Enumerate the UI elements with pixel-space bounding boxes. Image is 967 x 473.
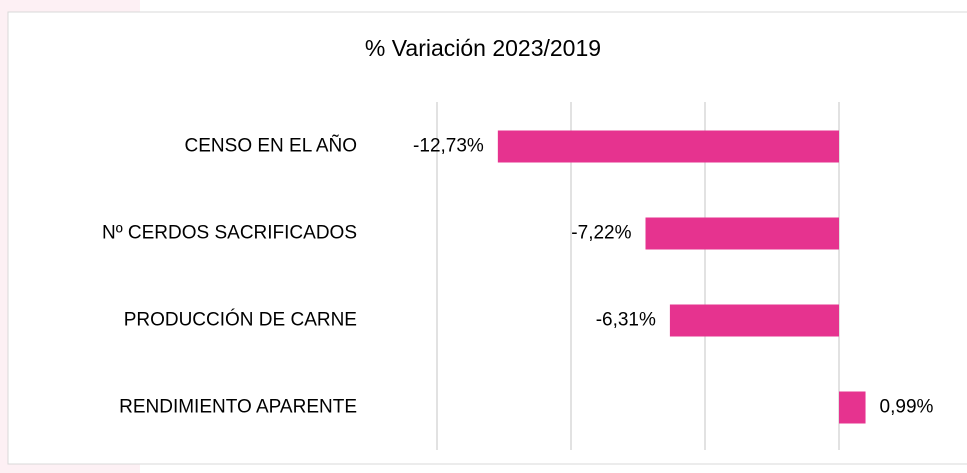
- chart-title: % Variación 2023/2019: [365, 35, 601, 61]
- value-label: -7,22%: [571, 223, 631, 244]
- bar: [669, 304, 839, 337]
- category-label: CENSO EN EL AÑO: [185, 135, 357, 157]
- bar: [645, 217, 839, 250]
- value-label: -12,73%: [413, 136, 484, 157]
- bar: [497, 130, 839, 163]
- category-label: PRODUCCIÓN DE CARNE: [124, 309, 357, 331]
- category-label: RENDIMIENTO APARENTE: [119, 397, 357, 418]
- value-label: -6,31%: [596, 310, 656, 331]
- bar: [839, 391, 866, 424]
- value-label: 0,99%: [880, 397, 934, 418]
- category-label: Nº CERDOS SACRIFICADOS: [102, 223, 357, 244]
